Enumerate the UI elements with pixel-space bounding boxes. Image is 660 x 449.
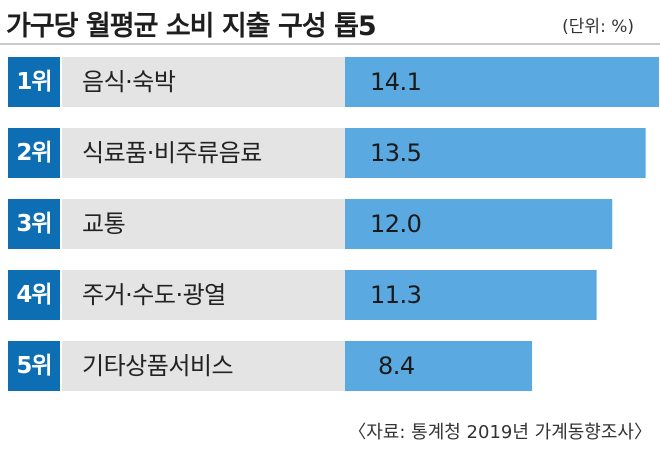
chart-title: 가구당 월평균 소비 지출 구성 톱5 [6, 11, 377, 42]
value-bar [345, 57, 659, 107]
category-label: 기타상품서비스 [82, 352, 233, 380]
rank-box [8, 199, 60, 249]
source-note: 〈자료: 통계청 2019년 가계동향조사〉 [348, 422, 652, 443]
category-label-bg [62, 341, 345, 391]
category-label-bg [62, 270, 345, 320]
value-bar [345, 128, 646, 178]
rank-box [8, 270, 60, 320]
category-label: 음식·숙박 [82, 68, 176, 96]
category-label-bg [62, 57, 345, 107]
rank-box [8, 57, 60, 107]
category-label-bg [62, 199, 345, 249]
data-label: 12.0 [370, 210, 421, 238]
data-label: 13.5 [370, 139, 421, 167]
data-label: 8.4 [378, 352, 415, 380]
category-label: 교통 [82, 210, 125, 238]
unit-label: (단위: %) [562, 17, 634, 37]
rank-label: 5위 [16, 353, 51, 379]
rank-label: 2위 [16, 140, 51, 166]
title-divider [0, 43, 660, 45]
rank-label: 3위 [16, 211, 51, 237]
rank-box [8, 341, 60, 391]
rank-box [8, 128, 60, 178]
value-bar [345, 270, 597, 320]
rank-label: 1위 [16, 69, 51, 95]
category-label-bg [62, 128, 345, 178]
value-bar [345, 341, 533, 391]
data-label: 11.3 [370, 281, 421, 309]
category-label: 식료품·비주류음료 [82, 139, 262, 167]
rank-label: 4위 [16, 282, 51, 308]
category-label: 주거·수도·광열 [82, 281, 226, 309]
value-bar [345, 199, 613, 249]
data-label: 14.1 [370, 68, 421, 96]
